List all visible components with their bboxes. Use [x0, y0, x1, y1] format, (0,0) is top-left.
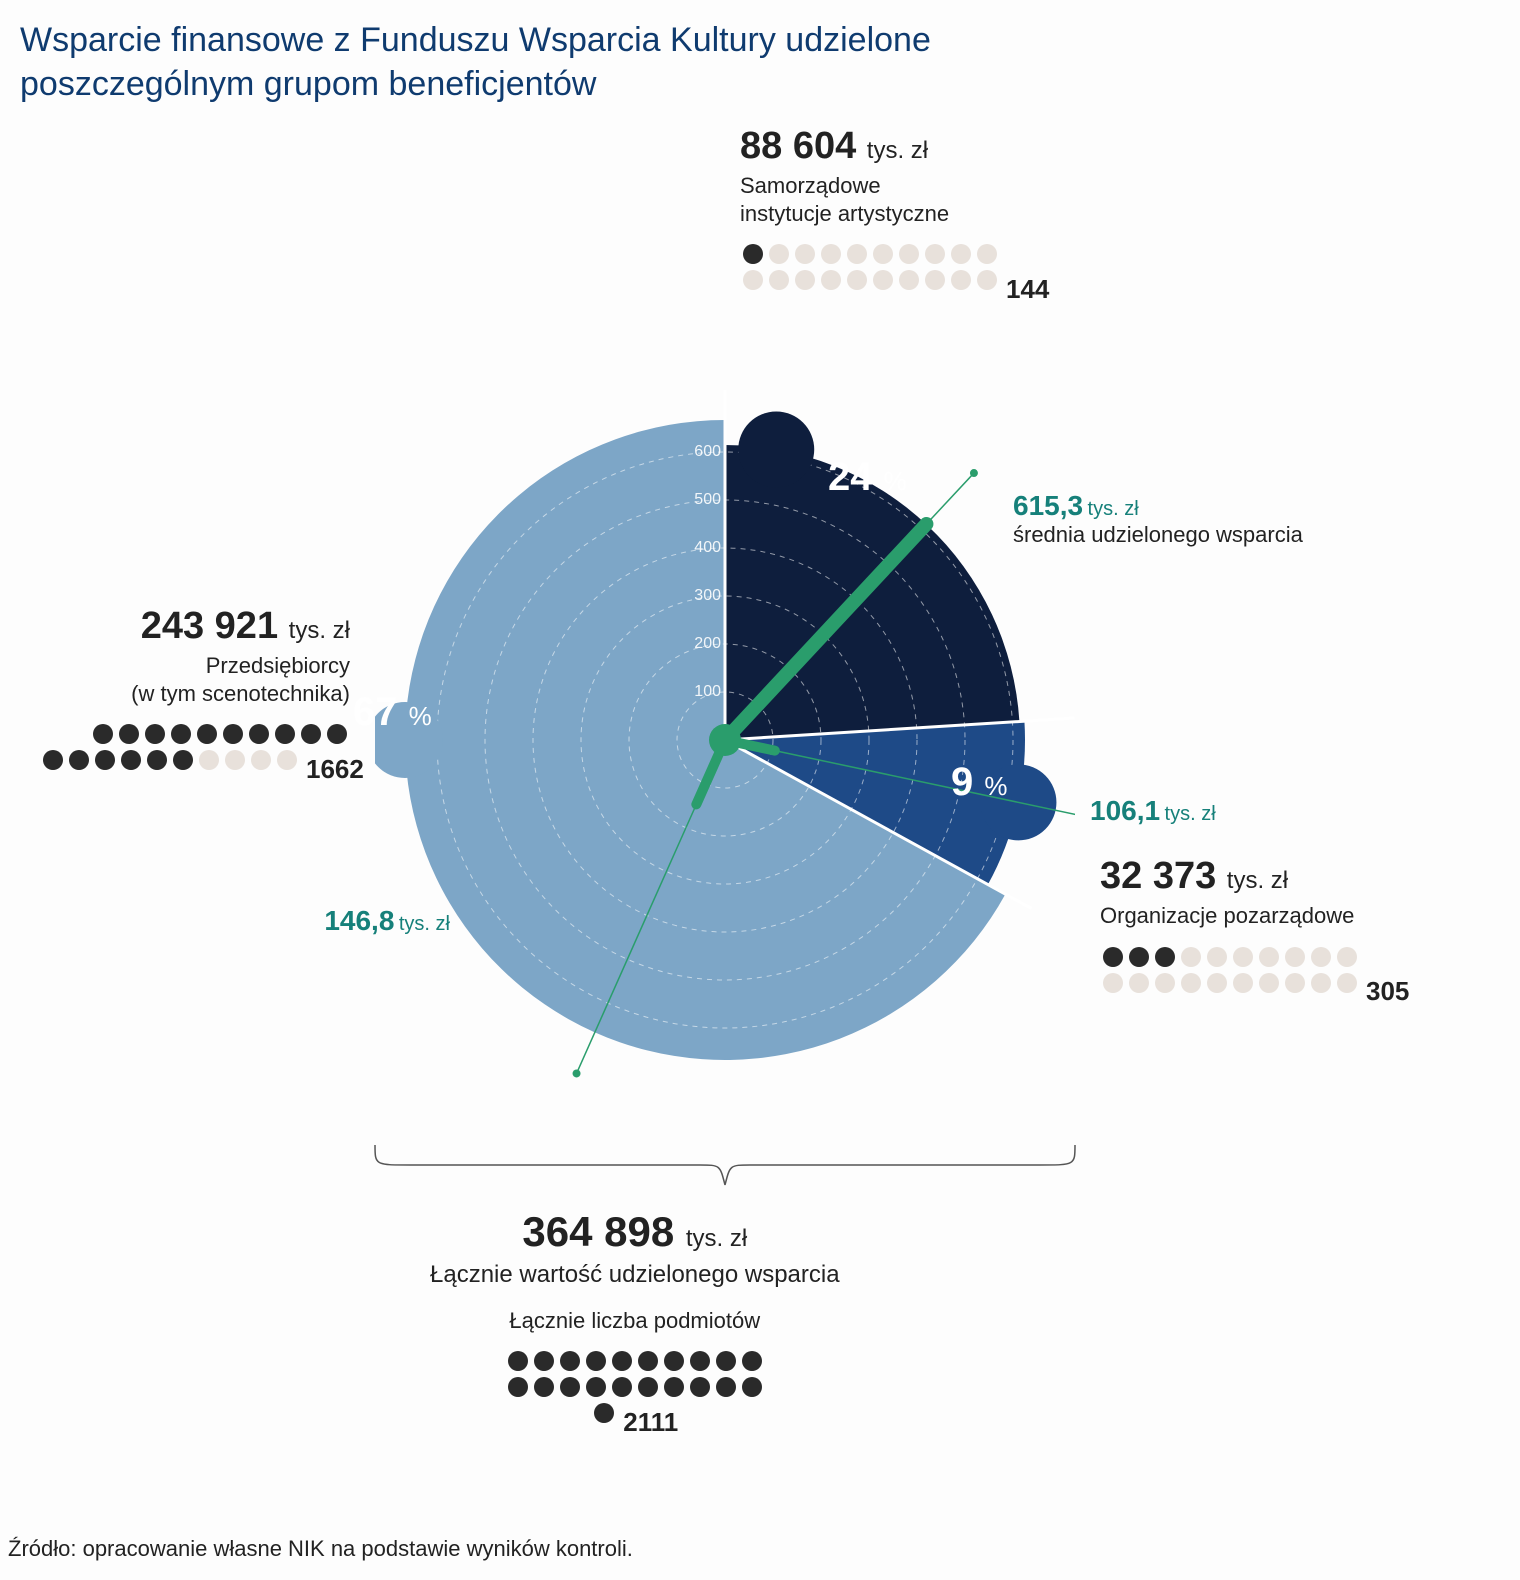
- polar-chart: 24 %9 %67 % 100200300400500600 615,3 tys…: [375, 390, 1075, 1090]
- summary-brace: [370, 1140, 1080, 1190]
- total-amount: 364 898: [522, 1208, 674, 1255]
- radial-tick: 600: [681, 443, 721, 461]
- radial-tick: 200: [681, 635, 721, 653]
- total-label: Łącznie wartość udzielonego wsparcia: [430, 1260, 840, 1290]
- avg-ngo: 106,1 tys. zł: [1090, 795, 1216, 827]
- total-sub2: Łącznie liczba podmiotów: [430, 1308, 840, 1334]
- radial-tick: 100: [681, 683, 721, 701]
- chart-title: Wsparcie finansowe z Funduszu Wsparcia K…: [20, 18, 1070, 106]
- group-ngo: 32 373 tys. zł Organizacje pozarządowe 3…: [1100, 855, 1410, 996]
- radial-tick: 400: [681, 539, 721, 557]
- pct-przedsiebiorcy: 67 %: [353, 690, 432, 735]
- radial-tick: 300: [681, 587, 721, 605]
- source-text: Źródło: opracowanie własne NIK na podsta…: [8, 1536, 633, 1562]
- avg-przedsiebiorcy: 146,8 tys. zł: [324, 905, 450, 937]
- pct-ngo: 9 %: [951, 760, 1008, 805]
- group-przedsiebiorcy: 243 921 tys. zł Przedsiębiorcy(w tym sce…: [40, 605, 350, 773]
- total-block: 364 898 tys. zł Łącznie wartość udzielon…: [430, 1208, 840, 1426]
- avg-samorzadowe: 615,3 tys. złśrednia udzielonego wsparci…: [1013, 490, 1303, 548]
- radial-tick: 500: [681, 491, 721, 509]
- group-samorzadowe: 88 604 tys. zł Samorządoweinstytucje art…: [740, 125, 1050, 293]
- pct-samorzadowe: 24 %: [828, 455, 907, 500]
- total-unit: tys. zł: [686, 1225, 747, 1252]
